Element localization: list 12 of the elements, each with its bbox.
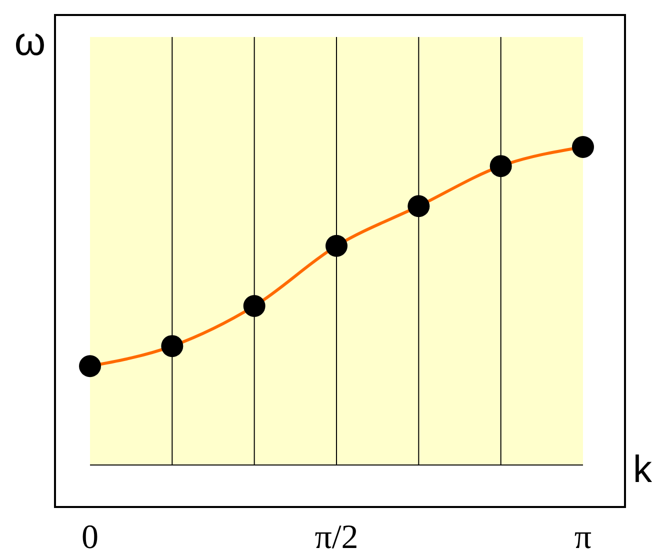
x-tick-label: π [574,519,592,556]
point [408,195,430,218]
point [161,335,184,358]
point [572,136,594,158]
point [79,355,101,378]
point [326,234,348,257]
x-tick-label: 0 [82,519,98,556]
x-tick-label: π/2 [314,519,358,556]
point [490,155,512,178]
x-axis-title: k [633,449,653,491]
point [243,295,266,317]
y-axis-title: ω [14,20,46,64]
